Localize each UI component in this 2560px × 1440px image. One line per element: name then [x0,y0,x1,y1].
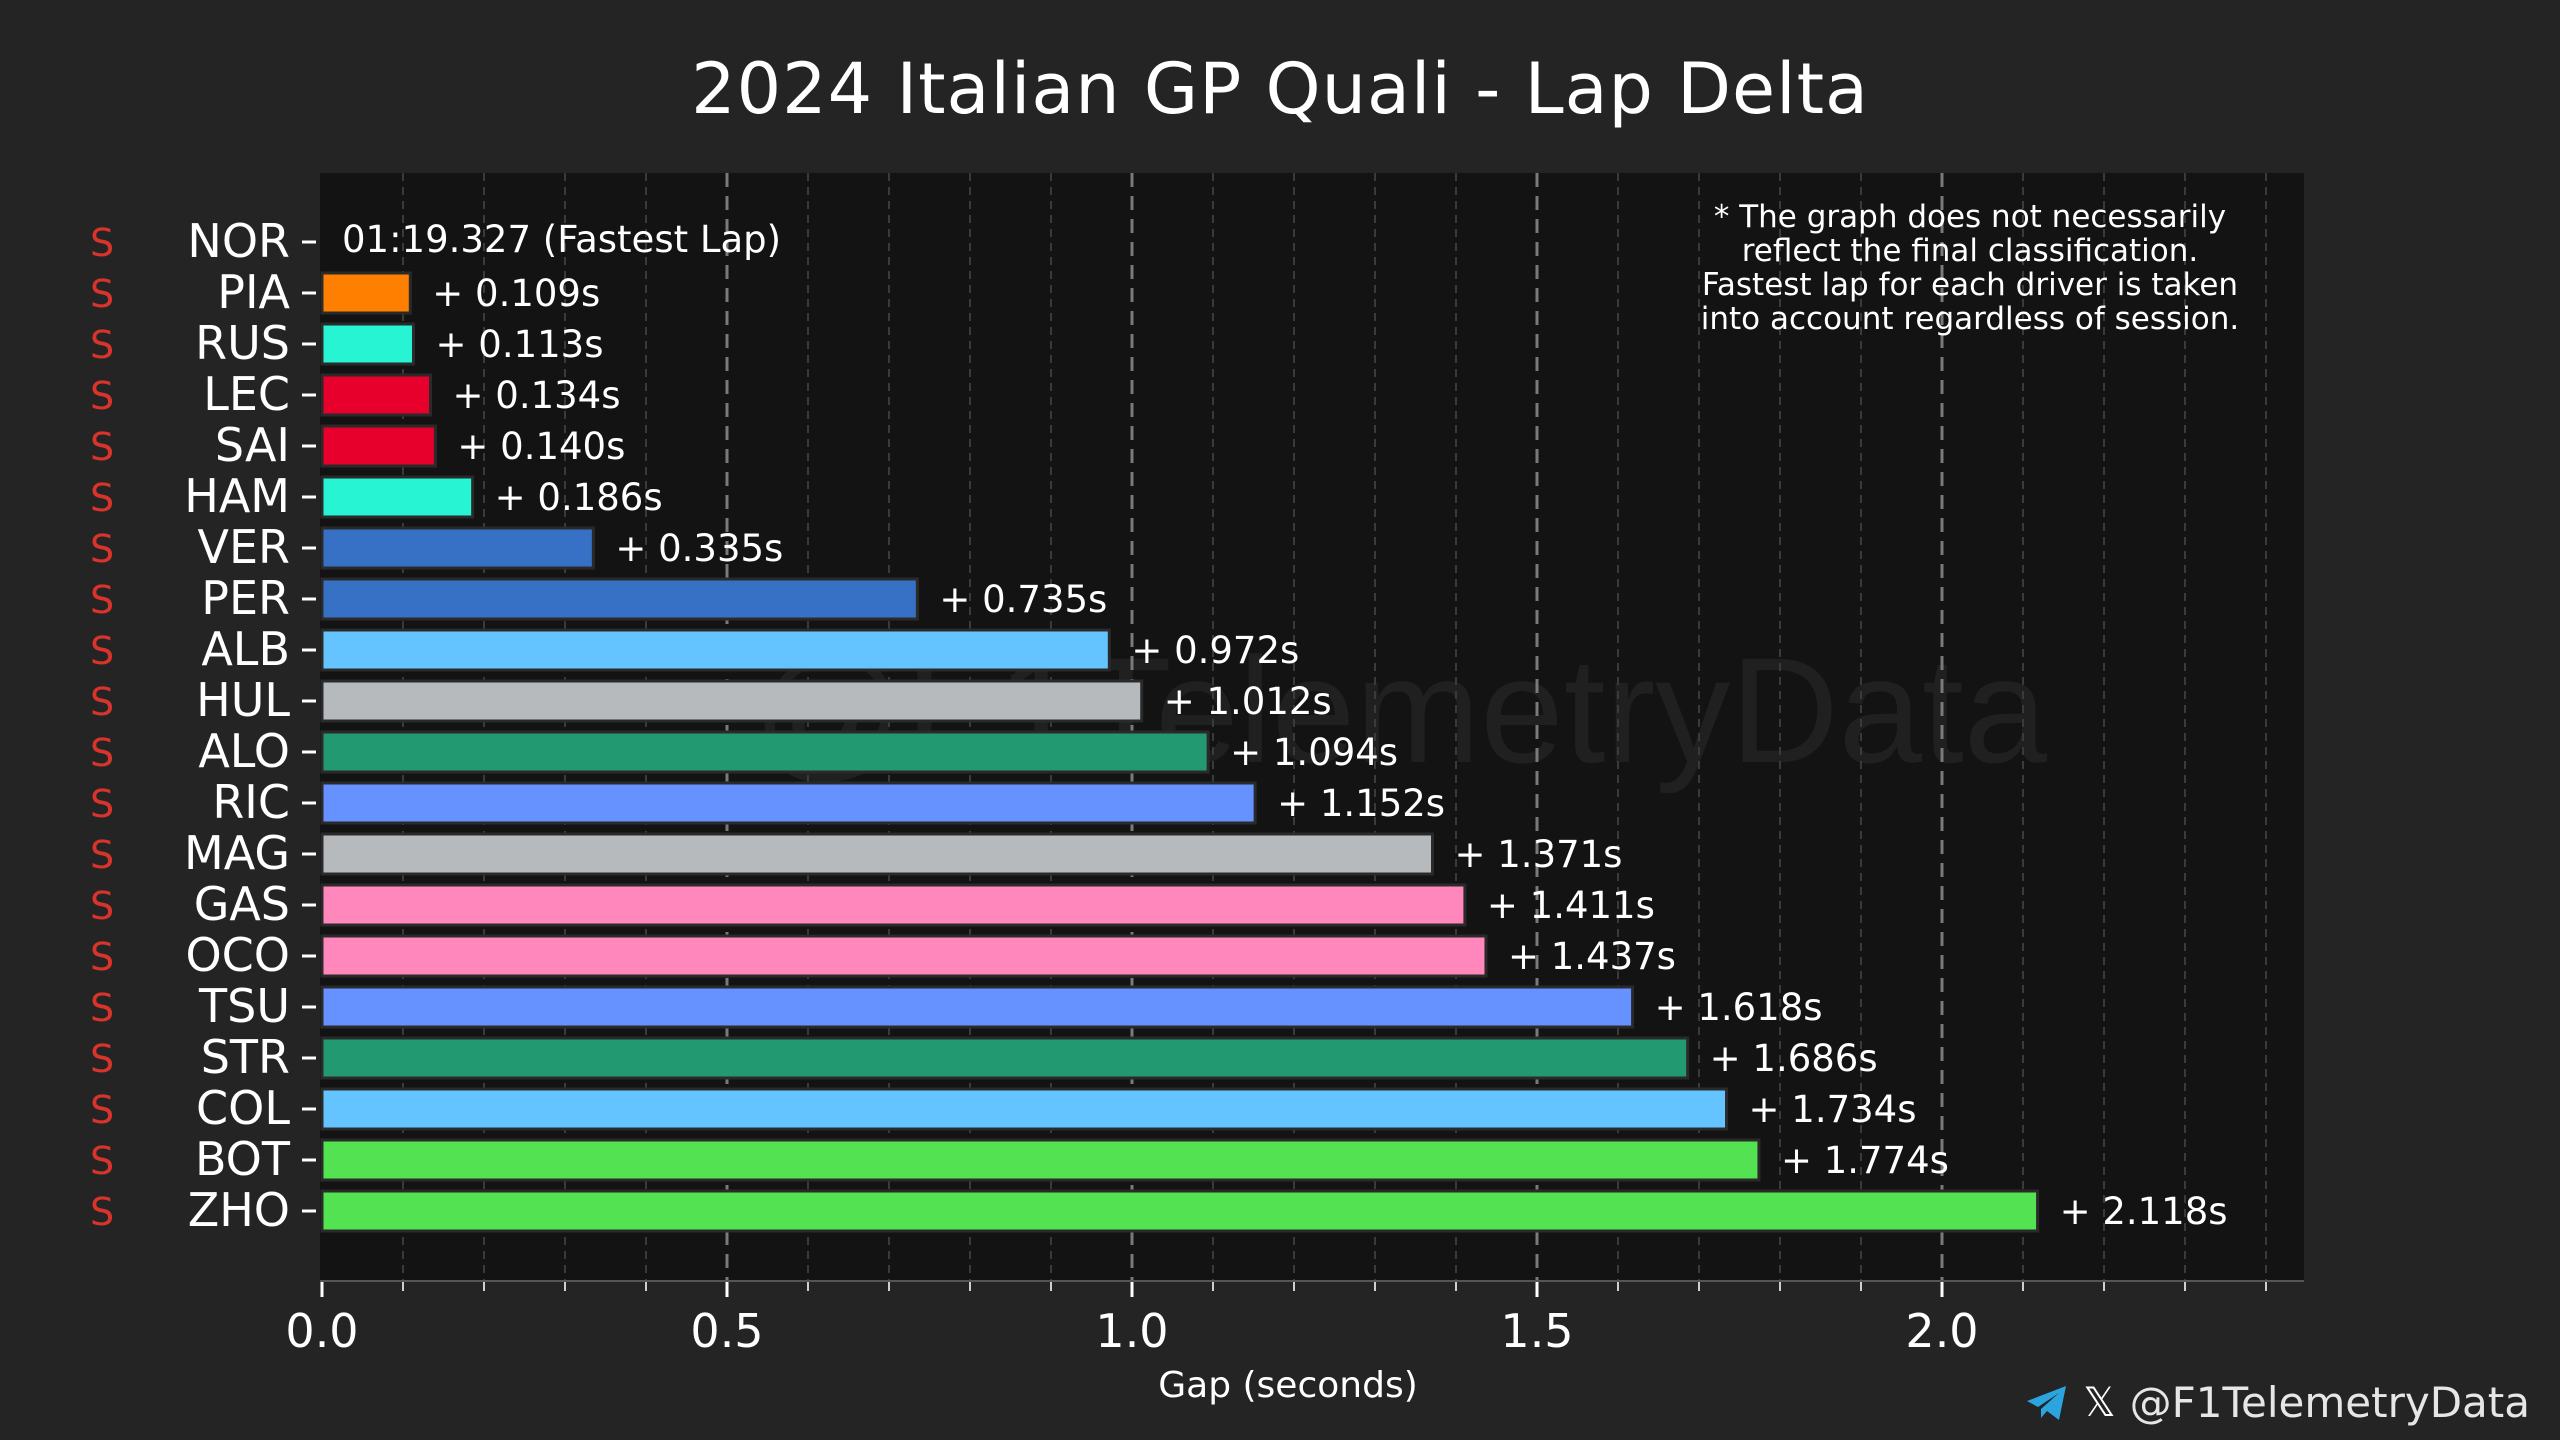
tyre-compound-label: S [90,680,114,724]
footer-credits: 𝕏 @F1TelemetryData [2025,1378,2530,1427]
driver-code-label: VER [198,520,291,574]
driver-code-label: MAG [184,826,290,880]
driver-code-label: LEC [203,367,290,421]
tyre-compound-label: S [90,629,114,673]
driver-code-label: PER [201,571,290,625]
bar-sai [322,426,435,466]
driver-code-label: OCO [185,928,290,982]
bar-zho [322,1191,2038,1231]
gap-label: + 0.109s [432,272,600,315]
tyre-compound-label: S [90,782,114,826]
tyre-compound-label: S [90,986,114,1030]
driver-code-label: BOT [195,1132,291,1186]
bar-col [322,1089,1727,1129]
fastest-lap-label: 01:19.327 (Fastest Lap) [342,218,781,261]
driver-code-label: NOR [187,214,290,268]
gap-label: + 1.618s [1655,986,1823,1029]
x-tick-label: 2.0 [1905,1304,1978,1358]
driver-code-label: ALB [201,622,290,676]
tyre-compound-label: S [90,884,114,928]
gap-label: + 0.186s [495,476,663,519]
gap-label: + 1.152s [1277,782,1445,825]
driver-code-label: HUL [196,673,290,727]
tyre-compound-label: S [90,731,114,775]
tyre-compound-label: S [90,1190,114,1234]
tyre-compound-label: S [90,935,114,979]
gap-label: + 1.012s [1164,680,1332,723]
bar-gas [322,885,1465,925]
footer-handle[interactable]: @F1TelemetryData [2130,1378,2530,1427]
driver-code-label: GAS [194,877,290,931]
x-tick-label: 0.0 [285,1304,358,1358]
bar-ver [322,528,593,568]
driver-code-label: ZHO [188,1183,290,1237]
gap-label: + 0.113s [436,323,604,366]
bar-mag [322,834,1433,874]
tyre-compound-label: S [90,1037,114,1081]
driver-code-label: COL [196,1081,290,1135]
driver-code-label: RUS [195,316,290,370]
chart-title: 2024 Italian GP Quali - Lap Delta [0,48,2560,130]
note-line: reflect the final classification. [1620,234,2320,268]
tyre-compound-label: S [90,476,114,520]
bar-str [322,1038,1688,1078]
bar-lec [322,375,431,415]
gap-label: + 0.335s [615,527,783,570]
x-tick-label: 1.0 [1095,1304,1168,1358]
gap-label: + 1.371s [1455,833,1623,876]
x-icon[interactable]: 𝕏 [2083,1380,2115,1426]
driver-code-label: SAI [215,418,290,472]
driver-code-label: PIA [217,265,290,319]
gap-label: + 1.774s [1781,1139,1949,1182]
driver-code-label: STR [201,1030,290,1084]
gap-label: + 1.437s [1508,935,1676,978]
tyre-compound-label: S [90,272,114,316]
driver-code-label: RIC [212,775,290,829]
tyre-compound-label: S [90,578,114,622]
tyre-compound-label: S [90,374,114,418]
gap-label: + 1.411s [1487,884,1655,927]
bar-rus [322,324,414,364]
gap-label: + 1.686s [1710,1037,1878,1080]
gap-label: + 1.734s [1749,1088,1917,1131]
note-line: Fastest lap for each driver is taken [1620,268,2320,302]
tyre-compound-label: S [90,527,114,571]
bar-ric [322,783,1255,823]
tyre-compound-label: S [90,323,114,367]
bar-oco [322,936,1486,976]
classification-note: * The graph does not necessarily reflect… [1620,200,2320,336]
bar-hul [322,681,1142,721]
gap-label: + 0.140s [457,425,625,468]
telegram-icon[interactable] [2025,1383,2069,1423]
note-line: * The graph does not necessarily [1620,200,2320,234]
tyre-compound-label: S [90,1088,114,1132]
gap-label: + 2.118s [2060,1190,2228,1233]
driver-code-label: TSU [198,979,290,1033]
bar-bot [322,1140,1759,1180]
tyre-compound-label: S [90,833,114,877]
gap-label: + 0.134s [453,374,621,417]
bar-alb [322,630,1109,670]
bar-tsu [322,987,1633,1027]
bar-alo [322,732,1208,772]
bar-ham [322,477,473,517]
driver-code-label: HAM [184,469,290,523]
gap-label: + 0.735s [939,578,1107,621]
tyre-compound-label: S [90,1139,114,1183]
gap-label: + 1.094s [1230,731,1398,774]
tyre-compound-label: S [90,425,114,469]
bar-per [322,579,917,619]
driver-code-label: ALO [198,724,290,778]
bar-pia [322,273,410,313]
x-tick-label: 1.5 [1500,1304,1573,1358]
gap-label: + 0.972s [1131,629,1299,672]
x-axis-label: Gap (seconds) [1158,1365,1418,1406]
x-tick-label: 0.5 [690,1304,763,1358]
tyre-compound-label: S [90,221,114,265]
note-line: into account regardless of session. [1620,302,2320,336]
